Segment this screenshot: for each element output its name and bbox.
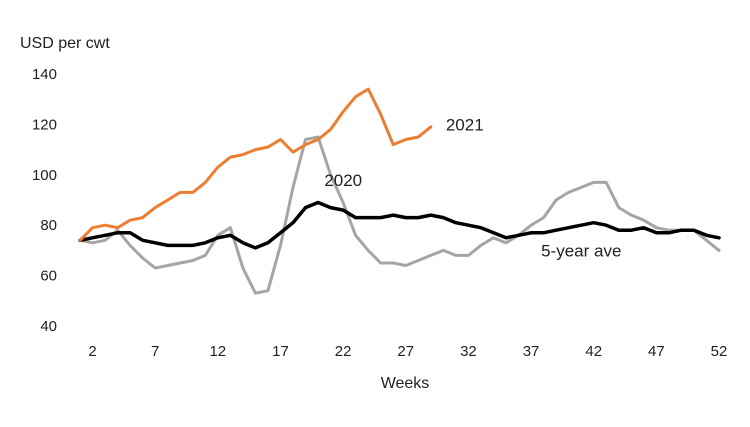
y-tick-label: 80 xyxy=(40,217,57,234)
y-tick-label: 100 xyxy=(32,167,57,184)
x-tick-label: 47 xyxy=(648,343,665,360)
x-tick-label: 37 xyxy=(523,343,540,360)
x-tick-label: 42 xyxy=(585,343,602,360)
series-lines xyxy=(78,87,721,295)
y-tick-label: 140 xyxy=(32,66,57,83)
x-tick-label: 32 xyxy=(460,343,477,360)
series-line-2020 xyxy=(78,135,721,295)
series-label: 2021 xyxy=(446,115,484,134)
y-tick-label: 40 xyxy=(40,318,57,335)
x-axis-ticks: 2 7 12 17 22 27 32 37 42 47 52 xyxy=(88,343,727,360)
y-tick-label: 120 xyxy=(32,116,57,133)
x-tick-label: 52 xyxy=(711,343,728,360)
x-tick-label: 12 xyxy=(209,343,226,360)
series-labels: 2021 2020 5-year ave xyxy=(324,115,621,260)
x-tick-label: 17 xyxy=(272,343,289,360)
y-axis-title: USD per cwt xyxy=(20,35,110,52)
series-line-5-year-ave xyxy=(78,200,721,250)
series-label: 2020 xyxy=(324,171,362,190)
x-tick-label: 27 xyxy=(397,343,414,360)
x-tick-label: 22 xyxy=(335,343,352,360)
series-line-2021 xyxy=(78,87,433,242)
x-axis-title: Weeks xyxy=(381,375,430,392)
x-tick-label: 2 xyxy=(88,343,96,360)
x-tick-label: 7 xyxy=(151,343,159,360)
y-axis-ticks: 40 60 80 100 120 140 xyxy=(32,66,57,335)
y-tick-label: 60 xyxy=(40,268,57,285)
series-label: 5-year ave xyxy=(541,241,621,260)
